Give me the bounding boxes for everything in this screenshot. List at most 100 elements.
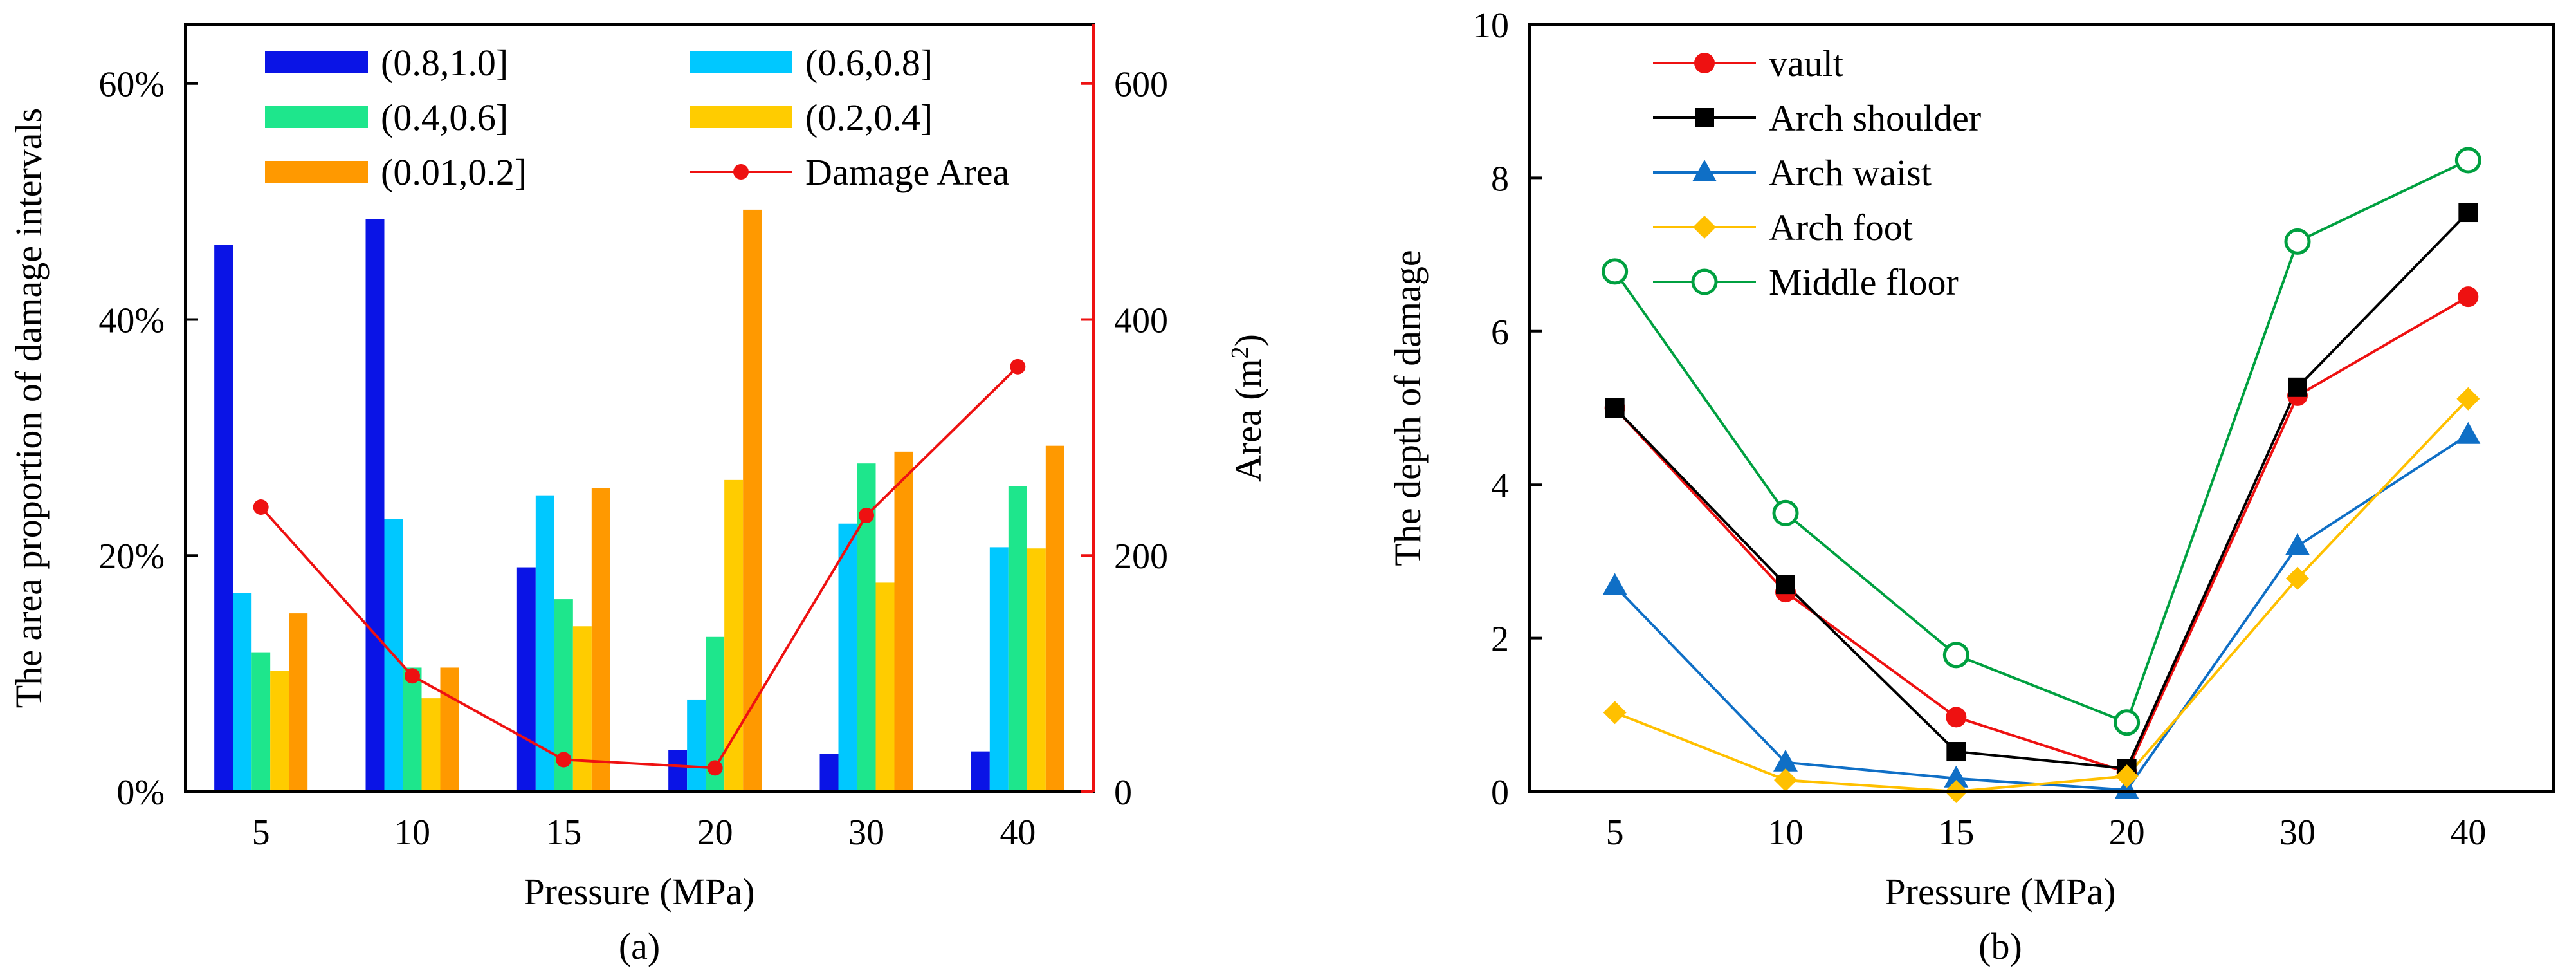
legend-marker-arch-foot: [1693, 216, 1716, 239]
bar-0-8-1-0-10: [365, 219, 385, 792]
legend-label: vault: [1769, 42, 1843, 84]
point-arch-waist-15: [1944, 765, 1969, 788]
x-tick-label: 40: [2450, 813, 2486, 853]
y-tick-label: 40%: [98, 301, 165, 340]
panel-a-damage-area-points: [253, 358, 1026, 776]
panel-a-bars: [214, 209, 1064, 792]
point-arch-foot-20: [2115, 764, 2139, 788]
point-middle-floor-10: [1772, 499, 1799, 526]
point-arch-waist-20: [2114, 777, 2139, 799]
panel-b: 0 2 4 6 8 10 5 10 15 20 30 40 vault Arch shoulder Arc…: [1387, 6, 2555, 967]
panel-a-caption: (a): [619, 925, 660, 967]
legend-label: Middle floor: [1769, 261, 1959, 303]
point-arch-waist-30: [2285, 533, 2310, 555]
bar-0-2-0-4-15: [572, 626, 592, 792]
bar-0-8-1-0-20: [668, 750, 688, 792]
panel-a-damage-area-line: [260, 366, 1019, 770]
legend-label: (0.4,0.6]: [381, 97, 508, 138]
bar-0-2-0-4-5: [270, 671, 289, 792]
legend-swatch-0-4-0-6: [265, 106, 368, 128]
point-vault-15: [1946, 707, 1967, 728]
y-tick-label: 4: [1491, 466, 1509, 506]
y2-tick-label: 400: [1114, 301, 1168, 340]
point-arch-shoulder-40: [2458, 203, 2478, 223]
x-tick-label: 5: [252, 813, 270, 853]
legend-label: Damage Area: [805, 151, 1009, 193]
damage-area-point-10: [405, 668, 420, 684]
bar-0-2-0-4-40: [1027, 548, 1046, 792]
point-middle-floor-40: [2454, 147, 2481, 174]
y-tick-label: 0: [1491, 773, 1509, 813]
legend-swatch-0-6-0-8: [690, 51, 792, 73]
y2-tick-label: 600: [1114, 65, 1168, 105]
point-arch-shoulder-5: [1605, 398, 1625, 418]
panel-b-y-axis-title: The depth of damage: [1387, 250, 1429, 566]
legend-label: (0.6,0.8]: [805, 42, 933, 84]
y-tick-label: 0%: [116, 773, 165, 813]
point-middle-floor-5: [1602, 258, 1629, 285]
point-arch-foot-5: [1603, 701, 1627, 725]
legend-label: (0.8,1.0]: [381, 42, 508, 84]
bar-0-4-0-6-5: [251, 652, 271, 792]
panel-b-caption: (b): [1978, 925, 2022, 967]
bar-0-6-0-8-40: [989, 547, 1009, 792]
legend-marker-vault: [1694, 53, 1715, 73]
point-arch-shoulder-30: [2288, 377, 2307, 397]
x-tick-label: 30: [848, 813, 884, 853]
panel-a-plot-frame: [184, 23, 1095, 793]
point-arch-waist-10: [1773, 749, 1798, 772]
point-arch-waist-40: [2456, 422, 2481, 444]
legend-label: (0.2,0.4]: [805, 97, 933, 138]
damage-area-point-30: [859, 507, 874, 523]
bar-0-01-0-2-5: [289, 613, 308, 792]
point-middle-floor-30: [2284, 228, 2311, 255]
point-middle-floor-20: [2114, 709, 2141, 736]
line-vault: [1614, 295, 2469, 774]
y-tick-label: 2: [1491, 620, 1509, 660]
point-arch-shoulder-15: [1946, 742, 1966, 762]
x-tick-label: 20: [2109, 813, 2145, 853]
line-middle-floor: [1614, 159, 2469, 725]
damage-area-point-5: [253, 499, 269, 515]
panel-a-y2-title-main: Area (m: [1227, 358, 1269, 482]
line-arch-waist: [1614, 434, 2469, 792]
panel-a-y2-title-close: ): [1227, 334, 1269, 346]
panel-a-y2-title-sup: 2: [1227, 346, 1254, 358]
point-arch-foot-30: [2286, 566, 2309, 590]
y-tick-label: 10: [1473, 6, 1509, 46]
bar-0-4-0-6-40: [1008, 486, 1027, 792]
x-tick-label: 15: [545, 813, 581, 853]
panel-a-y2-axis-title: Area (m2): [1227, 334, 1269, 482]
bar-0-2-0-4-10: [421, 698, 441, 792]
panel-b-legend: vault Arch shoulder Arch waist Arch foot Mid…: [1653, 42, 1981, 303]
bar-0-4-0-6-10: [403, 667, 422, 792]
panel-b-plot-frame: [1528, 23, 2555, 793]
bar-0-8-1-0-15: [516, 567, 536, 792]
point-arch-foot-10: [1774, 768, 1797, 792]
legend-label: (0.01,0.2]: [381, 151, 527, 193]
bar-0-01-0-2-10: [440, 667, 459, 792]
point-middle-floor-15: [1942, 642, 1969, 669]
damage-area-point-40: [1010, 358, 1026, 375]
panel-b-ticks: 0 2 4 6 8 10 5 10 15 20 30 40: [1473, 6, 2486, 853]
legend-swatch-0-01-0-2: [265, 161, 368, 183]
legend-marker-arch-waist: [1692, 160, 1717, 181]
y-tick-label: 60%: [98, 65, 165, 105]
bar-0-6-0-8-5: [233, 593, 252, 792]
legend-label: Arch waist: [1769, 152, 1932, 194]
point-arch-waist-5: [1602, 573, 1627, 595]
bar-0-8-1-0-30: [819, 754, 839, 792]
bar-0-01-0-2-40: [1045, 445, 1064, 792]
panel-a: 0% 20% 40% 60% 0 200 400 600 5 10 15 20 30 40 (0.8,1.…: [8, 23, 1269, 967]
panel-a-x-axis-title: Pressure (MPa): [524, 871, 754, 913]
line-arch-shoulder: [1614, 211, 2469, 770]
panel-b-lines: [1602, 147, 2481, 803]
legend-swatch-0-2-0-4: [690, 106, 792, 128]
x-tick-label: 30: [2279, 813, 2316, 853]
bar-0-6-0-8-20: [687, 699, 706, 792]
line-arch-foot: [1614, 398, 2469, 793]
panel-a-ticks: 0% 20% 40% 60% 0 200 400 600 5 10 15 20 30 40: [98, 65, 1168, 853]
damage-area-point-20: [707, 760, 723, 776]
legend-marker-damage-area: [733, 164, 749, 180]
